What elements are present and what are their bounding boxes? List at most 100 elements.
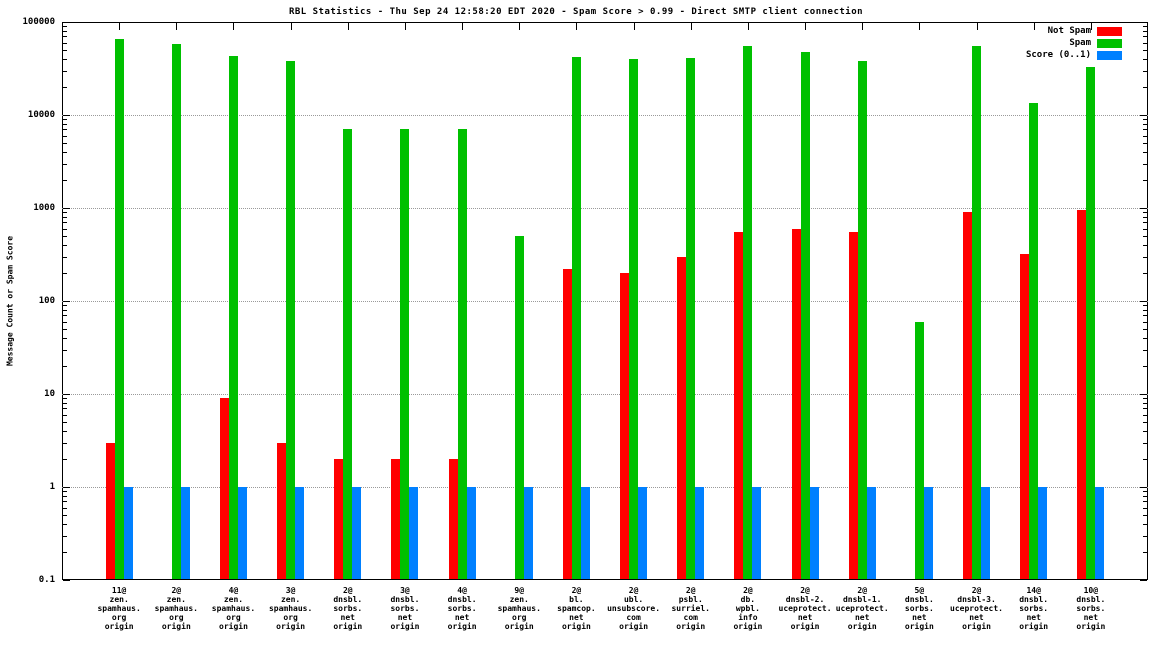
- x-tick-top: [347, 23, 349, 30]
- y-minor-tick: [63, 235, 67, 237]
- y-minor-tick: [63, 496, 67, 497]
- bar-spam: [286, 61, 296, 579]
- legend-item: Score (0..1): [1026, 50, 1122, 60]
- y-minor-tick: [1143, 305, 1147, 307]
- x-tick-top: [976, 23, 978, 30]
- y-minor-tick: [1143, 501, 1147, 503]
- bar-score-0-1: [981, 487, 991, 579]
- y-minor-tick: [1143, 514, 1147, 516]
- x-tick-top: [290, 23, 292, 30]
- y-minor-tick: [1143, 36, 1147, 38]
- x-tick-top: [176, 23, 178, 30]
- y-minor-tick: [1143, 129, 1147, 131]
- y-minor-tick: [63, 228, 67, 230]
- x-tick-label: 3@ zen. spamhaus. org origin: [268, 586, 313, 631]
- y-tick-label: 10000: [27, 110, 55, 120]
- y-minor-tick: [1143, 124, 1147, 125]
- x-tick-top: [690, 23, 692, 30]
- y-minor-tick: [1143, 31, 1147, 32]
- y-minor-tick: [1143, 338, 1147, 339]
- y-minor-tick: [63, 273, 67, 274]
- y-minor-tick: [1143, 328, 1147, 330]
- bar-score-0-1: [752, 487, 762, 579]
- bar-spam: [171, 44, 181, 579]
- y-minor-tick: [63, 535, 67, 537]
- bar-not-spam: [562, 269, 572, 579]
- bar-not-spam: [1077, 210, 1087, 579]
- y-minor-tick: [1143, 552, 1147, 553]
- bar-score-0-1: [123, 487, 133, 579]
- y-tick-label: 100: [38, 296, 55, 306]
- y-minor-tick: [1143, 228, 1147, 230]
- x-tick-label: 2@ psbl. surriel. com origin: [671, 586, 710, 631]
- bar-not-spam: [791, 228, 801, 579]
- y-minor-tick: [1143, 217, 1147, 218]
- legend-swatch-score-0-1: [1097, 50, 1122, 60]
- y-minor-tick: [63, 305, 67, 307]
- x-tick-label: 3@ dnsbl. sorbs. net origin: [390, 586, 420, 631]
- y-tick-label: 1000: [33, 203, 55, 213]
- y-minor-tick: [63, 49, 67, 51]
- x-tick-top: [404, 23, 406, 30]
- x-tick-top: [576, 23, 578, 30]
- y-minor-tick: [63, 152, 67, 153]
- y-major-tick: [63, 114, 70, 116]
- y-minor-tick: [1143, 273, 1147, 274]
- y-minor-tick: [63, 398, 67, 400]
- y-minor-tick: [63, 431, 67, 432]
- bar-spam: [686, 58, 696, 579]
- y-minor-tick: [63, 414, 67, 416]
- y-major-tick: [1140, 21, 1147, 23]
- bar-not-spam: [677, 256, 687, 579]
- y-minor-tick: [1143, 87, 1147, 88]
- y-minor-tick: [1143, 49, 1147, 51]
- bar-spam: [857, 61, 867, 579]
- bar-spam: [914, 321, 924, 579]
- y-minor-tick: [63, 310, 67, 311]
- x-tick-label: 4@ dnsbl. sorbs. net origin: [447, 586, 477, 631]
- x-tick-label: 4@ zen. spamhaus. org origin: [211, 586, 256, 631]
- y-major-tick: [63, 486, 70, 488]
- y-minor-tick: [63, 217, 67, 218]
- bar-score-0-1: [580, 487, 590, 579]
- x-tick-top: [519, 23, 521, 30]
- y-minor-tick: [1143, 245, 1147, 246]
- y-minor-tick: [63, 349, 67, 351]
- y-major-tick: [1140, 114, 1147, 116]
- y-major-tick: [1140, 207, 1147, 209]
- y-minor-tick: [63, 222, 67, 224]
- bar-score-0-1: [866, 487, 876, 579]
- bar-spam: [1086, 66, 1096, 579]
- y-minor-tick: [63, 124, 67, 125]
- y-minor-tick: [63, 180, 67, 181]
- y-minor-tick: [1143, 535, 1147, 537]
- bar-spam: [972, 46, 982, 579]
- bar-not-spam: [620, 273, 630, 579]
- bar-spam: [800, 51, 810, 579]
- y-minor-tick: [1143, 256, 1147, 258]
- y-minor-tick: [1143, 431, 1147, 432]
- x-tick-label: 2@ zen. spamhaus. org origin: [154, 586, 198, 631]
- y-minor-tick: [1143, 59, 1147, 60]
- bar-score-0-1: [409, 487, 419, 579]
- bar-not-spam: [105, 442, 115, 579]
- legend: Not Spam Spam Score (0..1): [1026, 26, 1122, 60]
- y-minor-tick: [63, 42, 67, 44]
- bar-not-spam: [277, 442, 287, 579]
- y-major-tick: [63, 300, 70, 302]
- bar-spam: [343, 129, 353, 579]
- bar-score-0-1: [352, 487, 362, 579]
- y-major-tick: [1140, 300, 1147, 302]
- y-tick-label: 0.1: [38, 575, 55, 585]
- y-minor-tick: [1143, 398, 1147, 400]
- y-minor-tick: [63, 321, 67, 323]
- x-tick-label: 2@ dnsbl-2. uceprotect. net origin: [778, 586, 832, 631]
- y-minor-tick: [1143, 119, 1147, 121]
- x-tick-label: 11@ zen. spamhaus. org origin: [97, 586, 141, 631]
- y-minor-tick: [1143, 403, 1147, 404]
- bar-not-spam: [219, 398, 229, 579]
- y-minor-tick: [1143, 42, 1147, 44]
- y-minor-tick: [1143, 421, 1147, 423]
- bar-not-spam: [334, 459, 344, 579]
